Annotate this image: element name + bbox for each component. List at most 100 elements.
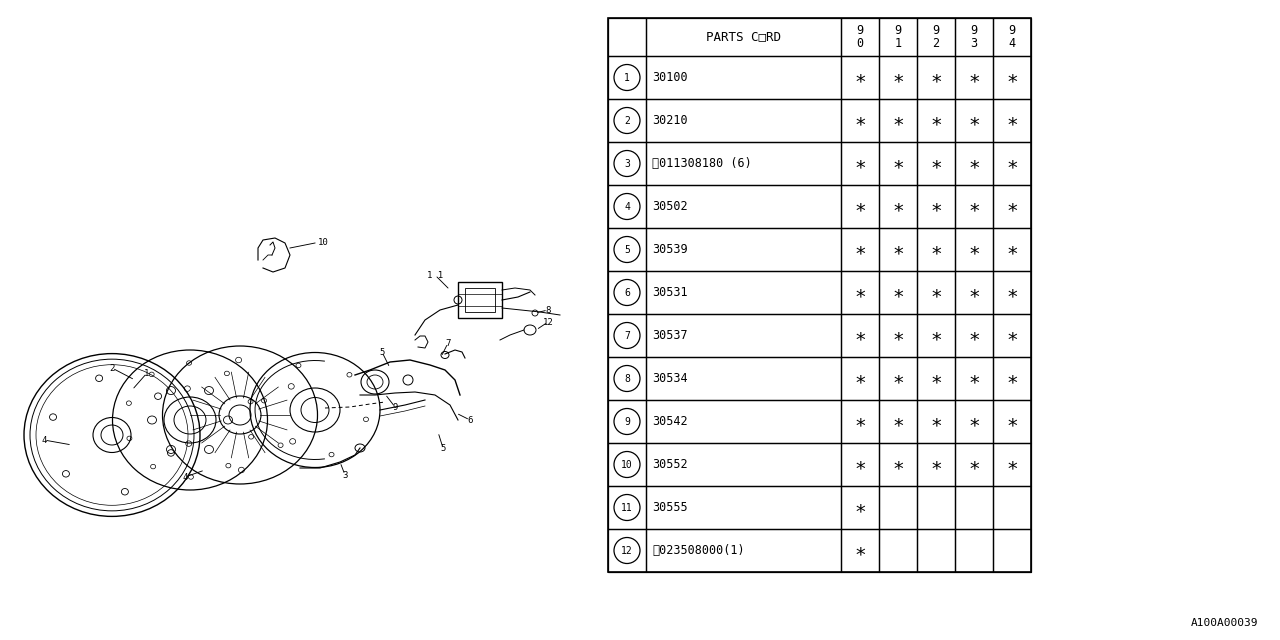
Text: 2: 2	[109, 364, 115, 372]
Text: 8: 8	[625, 374, 630, 383]
Text: 4: 4	[182, 472, 188, 481]
Text: ∗: ∗	[854, 541, 865, 560]
Bar	[993, 357, 1030, 400]
Bar	[608, 486, 646, 529]
Polygon shape	[259, 238, 291, 272]
Text: 10: 10	[621, 460, 632, 470]
Bar	[841, 357, 879, 400]
Text: ∗: ∗	[892, 369, 904, 388]
Bar	[993, 314, 1030, 357]
Text: ∗: ∗	[968, 154, 980, 173]
Text: 10: 10	[317, 237, 329, 246]
Bar	[841, 185, 879, 228]
Text: 9
1: 9 1	[895, 24, 901, 50]
Bar	[916, 443, 955, 486]
Bar	[608, 18, 1030, 572]
Text: 5: 5	[379, 348, 385, 356]
Bar	[955, 357, 993, 400]
Text: PARTS C□RD: PARTS C□RD	[707, 31, 781, 44]
Bar	[879, 142, 916, 185]
Bar	[608, 271, 646, 314]
Bar	[841, 228, 879, 271]
Bar	[955, 314, 993, 357]
Text: 30100: 30100	[652, 71, 687, 84]
Text: 1 1: 1 1	[428, 271, 443, 280]
Text: ∗: ∗	[1006, 412, 1018, 431]
Text: 30555: 30555	[652, 501, 687, 514]
Text: ∗: ∗	[892, 283, 904, 302]
Text: 8: 8	[545, 305, 550, 314]
Bar	[955, 486, 993, 529]
Text: 30534: 30534	[652, 372, 687, 385]
Text: 6: 6	[467, 415, 472, 424]
Bar	[879, 99, 916, 142]
Bar	[916, 314, 955, 357]
Bar	[646, 271, 841, 314]
Bar	[608, 56, 646, 99]
Text: 30537: 30537	[652, 329, 687, 342]
Text: ∗: ∗	[854, 240, 865, 259]
Text: ∗: ∗	[854, 326, 865, 345]
Bar	[993, 142, 1030, 185]
Text: 6: 6	[625, 287, 630, 298]
Text: Ⓝ023508000(1): Ⓝ023508000(1)	[652, 544, 745, 557]
Text: ∗: ∗	[1006, 283, 1018, 302]
Text: 9
3: 9 3	[970, 24, 978, 50]
Bar	[916, 228, 955, 271]
Bar	[879, 228, 916, 271]
Bar	[608, 142, 646, 185]
Text: 9
4: 9 4	[1009, 24, 1015, 50]
Bar	[841, 271, 879, 314]
Text: ∗: ∗	[931, 455, 942, 474]
Text: A100A00039: A100A00039	[1190, 618, 1258, 628]
Bar	[841, 486, 879, 529]
Text: 9
2: 9 2	[932, 24, 940, 50]
Text: ∗: ∗	[854, 197, 865, 216]
Text: ∗: ∗	[892, 455, 904, 474]
Text: ∗: ∗	[854, 455, 865, 474]
Bar	[916, 56, 955, 99]
Text: ∗: ∗	[931, 111, 942, 130]
Text: Ⓑ011308180 (6): Ⓑ011308180 (6)	[652, 157, 751, 170]
Text: ∗: ∗	[931, 154, 942, 173]
Text: 4: 4	[41, 435, 46, 445]
Bar	[646, 443, 841, 486]
Bar	[993, 400, 1030, 443]
Bar	[916, 18, 955, 56]
Text: ∗: ∗	[854, 498, 865, 517]
Bar	[916, 400, 955, 443]
Bar	[916, 142, 955, 185]
Text: ∗: ∗	[1006, 326, 1018, 345]
Text: ∗: ∗	[892, 326, 904, 345]
Text: 30531: 30531	[652, 286, 687, 299]
Bar	[841, 443, 879, 486]
Text: ∗: ∗	[931, 326, 942, 345]
Bar	[879, 185, 916, 228]
Bar	[955, 185, 993, 228]
Bar	[879, 486, 916, 529]
Text: ∗: ∗	[892, 154, 904, 173]
Bar	[646, 486, 841, 529]
Bar	[841, 99, 879, 142]
Bar	[608, 357, 646, 400]
Bar	[955, 271, 993, 314]
Bar	[993, 443, 1030, 486]
Bar	[646, 529, 841, 572]
Bar	[646, 56, 841, 99]
Text: 12: 12	[543, 317, 553, 326]
Text: 5: 5	[440, 444, 445, 452]
Text: ∗: ∗	[854, 369, 865, 388]
Text: ∗: ∗	[931, 283, 942, 302]
Bar	[993, 185, 1030, 228]
Text: ∗: ∗	[931, 369, 942, 388]
Bar	[608, 185, 646, 228]
Text: ∗: ∗	[931, 68, 942, 87]
Text: 3: 3	[342, 470, 348, 479]
Bar	[916, 357, 955, 400]
Bar	[955, 400, 993, 443]
Text: ∗: ∗	[1006, 154, 1018, 173]
Text: ∗: ∗	[854, 111, 865, 130]
Text: ∗: ∗	[1006, 455, 1018, 474]
Text: ∗: ∗	[931, 412, 942, 431]
Text: ∗: ∗	[968, 455, 980, 474]
